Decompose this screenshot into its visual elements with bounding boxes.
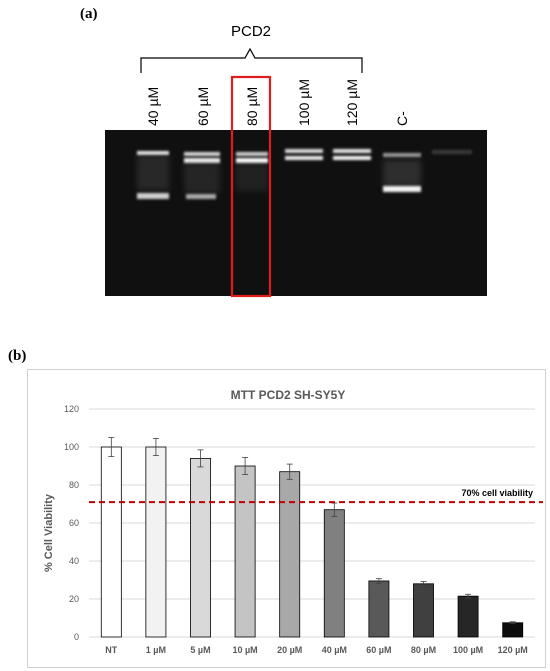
bar (279, 471, 301, 638)
y-tick-label: 0 (74, 632, 79, 642)
panel-b-label: (b) (8, 348, 27, 364)
x-tick-label: 40 µM (322, 645, 347, 655)
x-tick-labels: NT 1 µM 5 µM 10 µM 20 µM 40 µM 60 µM 80 µM 100 µ… (105, 645, 528, 655)
y-tick-label: 100 (64, 442, 79, 452)
gel-figure: PCD2 40 µM 60 µM 80 µM 100 µM 120 µM C- (105, 23, 487, 298)
y-tick-label: 60 (69, 518, 79, 528)
x-tick-label: 20 µM (277, 645, 302, 655)
band-lane4-mid (285, 156, 323, 160)
x-tick-label: 100 µM (453, 645, 483, 655)
band-lane3-mid (236, 158, 268, 163)
band-lane2-smear (184, 163, 220, 193)
x-tick-label: 80 µM (411, 645, 436, 655)
chart-title: MTT PCD2 SH-SY5Y (231, 388, 346, 402)
band-lane5-mid (333, 156, 371, 160)
band-lane7-faint (432, 150, 472, 154)
x-tick-label: 60 µM (366, 645, 391, 655)
band-lane6-top (383, 153, 421, 157)
bar (368, 580, 390, 638)
highlight-box (230, 75, 272, 298)
band-lane1-low (137, 193, 169, 199)
lane-label: 100 µM (296, 79, 312, 126)
x-tick-label: 120 µM (498, 645, 528, 655)
y-tick-label: 80 (69, 480, 79, 490)
error-bars (108, 437, 516, 625)
bars (100, 446, 524, 638)
bar (502, 622, 524, 638)
band-lane3-top (236, 152, 268, 156)
y-tick-label: 20 (69, 594, 79, 604)
band-lane6-smear (383, 160, 421, 186)
y-axis-title: % Cell Viability (43, 493, 55, 572)
viability-chart: MTT PCD2 SH-SY5Y % Cell Viability 0 20 40 6… (43, 388, 543, 655)
pcd2-label: PCD2 (231, 23, 271, 40)
bar (323, 509, 345, 638)
x-tick-label: 5 µM (190, 645, 210, 655)
band-lane3-smear (236, 163, 268, 191)
band-lane2-top (184, 152, 220, 156)
threshold: 70% cell viability (89, 488, 543, 504)
bar (457, 595, 479, 638)
y-tick-labels: 0 20 40 60 80 100 120 (64, 404, 79, 642)
threshold-label: 70% cell viability (461, 488, 533, 498)
pcd2-bracket (140, 47, 363, 73)
band-lane5-top (333, 149, 371, 153)
lane-label: 120 µM (344, 79, 360, 126)
bar (190, 458, 211, 638)
x-tick-label: NT (105, 645, 117, 655)
bar (413, 583, 434, 638)
bar (145, 446, 167, 638)
y-tick-label: 120 (64, 404, 79, 414)
x-tick-label: 1 µM (146, 645, 166, 655)
lane-labels: 40 µM 60 µM 80 µM 100 µM 120 µM C- (145, 79, 410, 126)
bar (234, 465, 256, 638)
bar (100, 446, 122, 638)
x-tick-label: 10 µM (232, 645, 257, 655)
y-tick-label: 40 (69, 556, 79, 566)
lane-label: 60 µM (195, 87, 211, 126)
lane-label: 80 µM (244, 87, 260, 126)
band-lane1-top (137, 151, 169, 155)
band-lane4-top (285, 149, 323, 153)
band-lane2-low (186, 194, 216, 199)
gel-bands (137, 149, 472, 199)
band-lane1-smear (137, 156, 169, 190)
lane-label: C- (394, 111, 410, 126)
panel-a-label: (a) (80, 6, 98, 22)
band-lane6-low (383, 186, 421, 192)
lane-label: 40 µM (145, 87, 161, 126)
band-lane2-mid (184, 158, 220, 163)
